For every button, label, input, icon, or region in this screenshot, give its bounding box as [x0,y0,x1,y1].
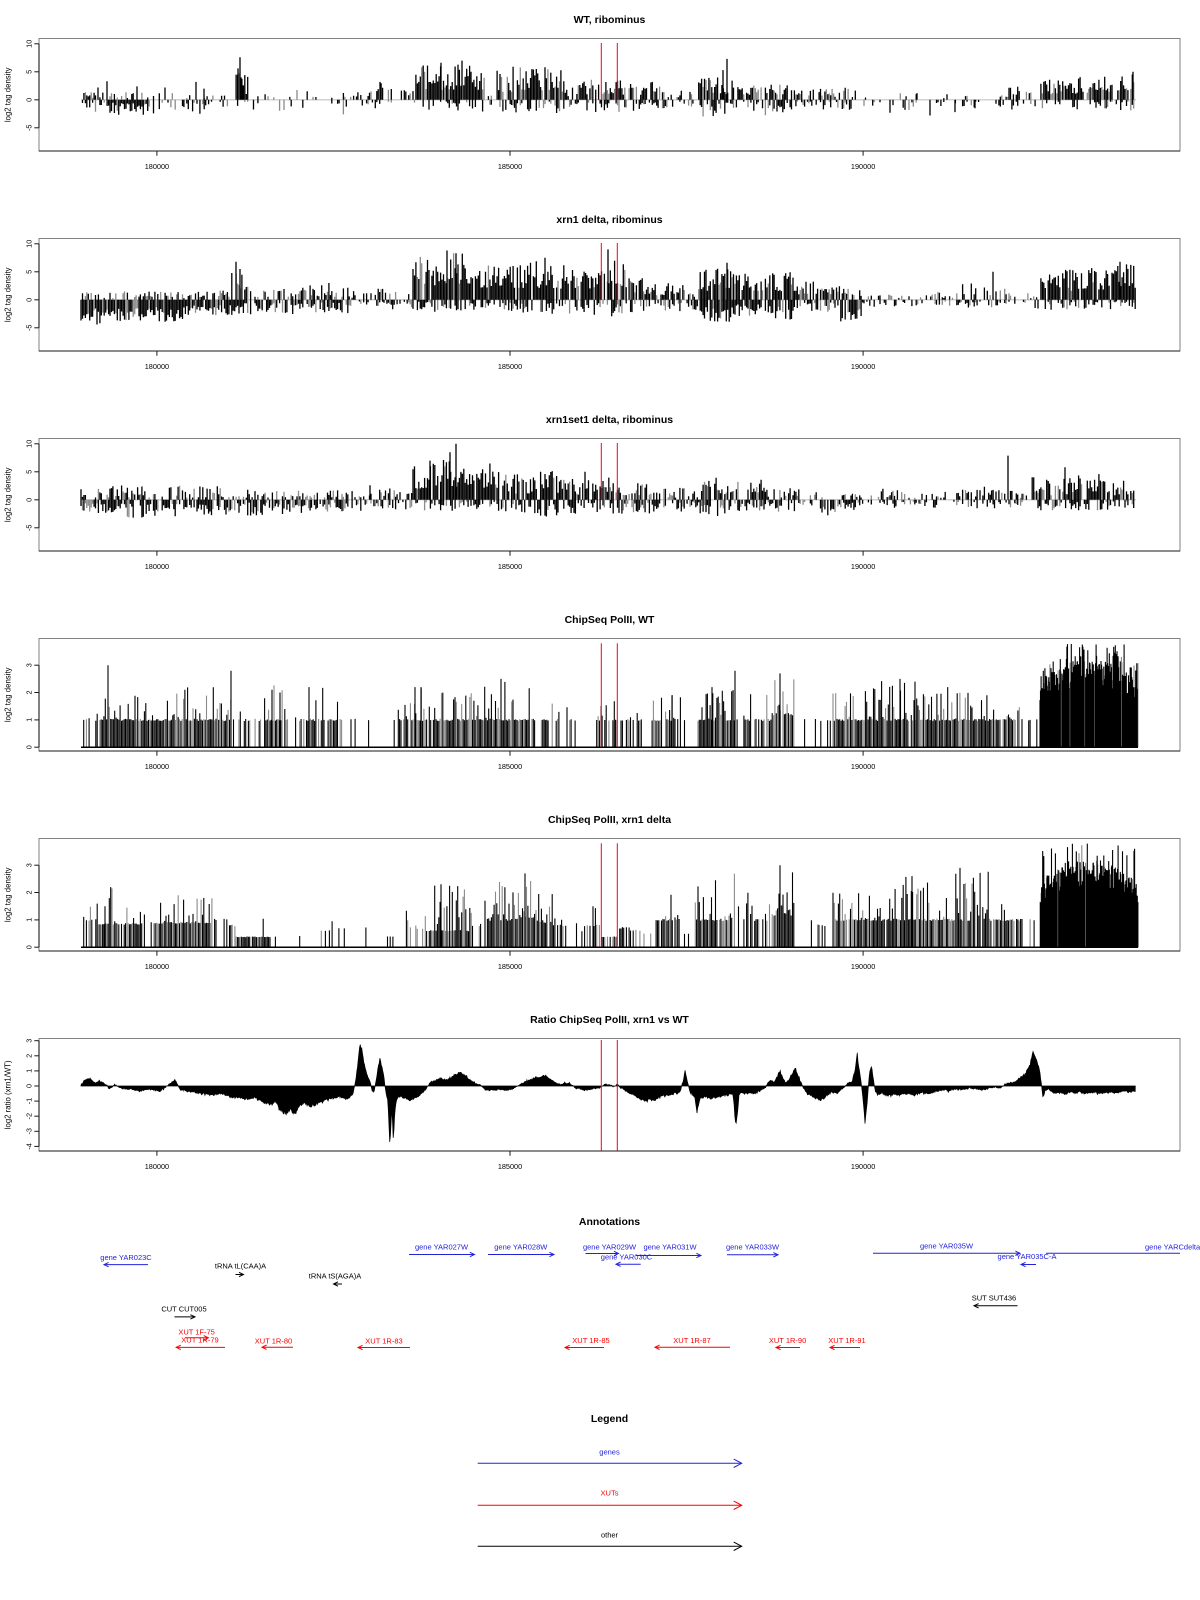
svg-text:XUT 1R-91: XUT 1R-91 [828,1336,865,1345]
svg-text:10: 10 [25,40,34,48]
svg-text:185000: 185000 [498,562,522,571]
svg-text:180000: 180000 [145,162,169,171]
svg-text:5: 5 [25,270,34,274]
svg-text:190000: 190000 [851,1162,875,1171]
svg-text:185000: 185000 [498,962,522,971]
svg-text:10: 10 [25,440,34,448]
svg-text:1: 1 [25,1069,34,1073]
svg-text:Ratio ChipSeq PolII, xrn1 vs W: Ratio ChipSeq PolII, xrn1 vs WT [530,1014,689,1026]
svg-text:190000: 190000 [851,362,875,371]
svg-text:2: 2 [25,890,34,894]
svg-text:gene YAR035W: gene YAR035W [920,1242,974,1251]
svg-text:gene YAR030C: gene YAR030C [601,1253,653,1262]
svg-text:gene YAR027W: gene YAR027W [415,1243,469,1252]
svg-text:xrn1set1 delta, ribominus: xrn1set1 delta, ribominus [546,414,673,426]
svg-text:190000: 190000 [851,762,875,771]
svg-text:XUTs: XUTs [601,1489,619,1498]
svg-text:185000: 185000 [498,1162,522,1171]
svg-text:ChipSeq PolII, xrn1 delta: ChipSeq PolII, xrn1 delta [548,814,671,826]
svg-text:2: 2 [25,690,34,694]
svg-text:XUT 1R-87: XUT 1R-87 [673,1336,710,1345]
svg-text:gene YAR033W: gene YAR033W [726,1243,780,1252]
svg-text:180000: 180000 [145,762,169,771]
svg-text:XUT 1R-83: XUT 1R-83 [365,1336,402,1345]
svg-text:3: 3 [25,1039,34,1043]
svg-text:190000: 190000 [851,962,875,971]
svg-text:gene YAR031W: gene YAR031W [643,1243,697,1252]
svg-text:XUT 1R-90: XUT 1R-90 [769,1336,806,1345]
svg-text:2: 2 [25,1054,34,1058]
svg-text:1: 1 [25,718,34,722]
svg-text:gene YAR029W: gene YAR029W [583,1243,637,1252]
svg-text:3: 3 [25,863,34,867]
svg-text:genes: genes [599,1447,620,1456]
svg-text:-2: -2 [25,1113,34,1120]
svg-text:SUT SUT436: SUT SUT436 [972,1294,1016,1303]
svg-text:gene YAR023C: gene YAR023C [100,1253,152,1262]
svg-text:0: 0 [25,1084,34,1088]
svg-text:190000: 190000 [851,562,875,571]
svg-text:-5: -5 [25,325,34,332]
svg-text:log2 ratio (xrn1/WT): log2 ratio (xrn1/WT) [4,1060,13,1129]
svg-text:CUT CUT005: CUT CUT005 [161,1305,206,1314]
svg-text:log2 tag density: log2 tag density [4,467,13,522]
svg-text:log2 tag density: log2 tag density [4,267,13,322]
svg-text:3: 3 [25,663,34,667]
svg-text:190000: 190000 [851,162,875,171]
svg-text:other: other [601,1531,619,1540]
svg-text:ChipSeq PolII, WT: ChipSeq PolII, WT [565,614,655,626]
svg-text:-1: -1 [25,1098,34,1105]
svg-text:-5: -5 [25,525,34,532]
svg-text:XUT 1R-85: XUT 1R-85 [572,1336,609,1345]
svg-text:0: 0 [25,498,34,502]
svg-text:-3: -3 [25,1128,34,1135]
svg-text:0: 0 [25,945,34,949]
svg-text:5: 5 [25,470,34,474]
svg-text:gene YAR028W: gene YAR028W [494,1243,548,1252]
svg-text:10: 10 [25,240,34,248]
svg-text:XUT 1F-75: XUT 1F-75 [178,1328,215,1337]
svg-text:Legend: Legend [591,1413,628,1425]
svg-text:185000: 185000 [498,362,522,371]
svg-text:1: 1 [25,918,34,922]
svg-text:gene YAR035C-A: gene YAR035C-A [998,1252,1057,1261]
svg-text:180000: 180000 [145,1162,169,1171]
svg-text:180000: 180000 [145,562,169,571]
svg-text:xrn1 delta, ribominus: xrn1 delta, ribominus [556,214,662,226]
svg-text:0: 0 [25,298,34,302]
svg-text:WT, ribominus: WT, ribominus [574,14,646,26]
svg-text:0: 0 [25,745,34,749]
svg-text:-5: -5 [25,125,34,132]
svg-text:tRNA tL(CAA)A: tRNA tL(CAA)A [215,1262,266,1271]
svg-text:XUT 1R-80: XUT 1R-80 [255,1336,292,1345]
svg-text:180000: 180000 [145,962,169,971]
svg-text:log2 tag density: log2 tag density [4,67,13,122]
svg-text:5: 5 [25,70,34,74]
svg-text:185000: 185000 [498,762,522,771]
svg-text:gene YARCdelta3: gene YARCdelta3 [1145,1243,1200,1252]
svg-text:XUT 1R-79: XUT 1R-79 [181,1335,218,1344]
svg-text:-4: -4 [25,1143,34,1150]
svg-text:tRNA tS(AGA)A: tRNA tS(AGA)A [309,1272,362,1281]
svg-text:185000: 185000 [498,162,522,171]
svg-text:0: 0 [25,98,34,102]
svg-text:log2 tag density: log2 tag density [4,667,13,722]
svg-text:Annotations: Annotations [579,1216,640,1228]
svg-text:180000: 180000 [145,362,169,371]
svg-text:log2 tag density: log2 tag density [4,867,13,922]
